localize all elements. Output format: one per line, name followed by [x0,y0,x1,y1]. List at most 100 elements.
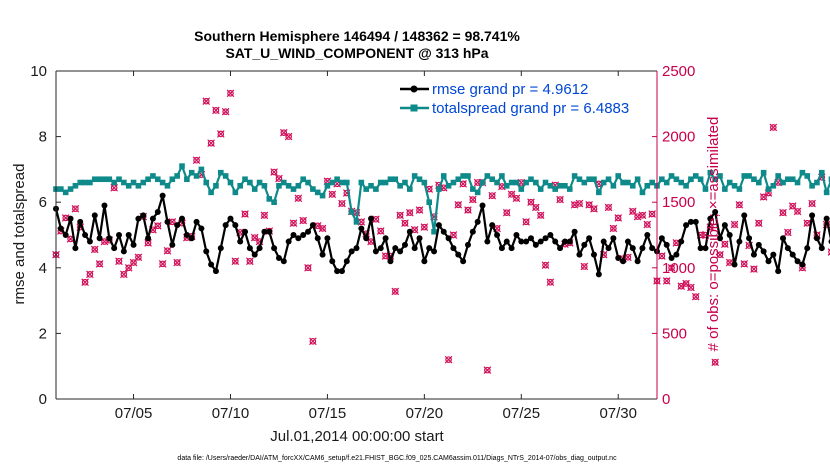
rmse-point [401,241,408,248]
totalspread-point [353,219,360,225]
rmse-point [271,245,278,252]
obs-possible-point [391,288,399,295]
rmse-point [188,235,195,242]
totalspread-point [814,179,820,186]
obs-possible-point [532,204,540,211]
totalspread-point [668,173,675,179]
rmse-point [658,235,665,242]
rmse-point [101,202,108,209]
rmse-point [314,235,321,242]
totalspread-point [600,179,607,186]
totalspread-point [794,179,801,186]
obs-possible-point [246,257,254,265]
totalspread-point [266,196,273,202]
rmse-point [154,209,161,216]
obs-possible-point [280,129,288,136]
rmse-point [280,258,287,265]
obs-possible-point [251,234,259,241]
obs-possible-point [736,201,743,209]
rmse-point [794,258,801,265]
rmse-point [237,238,244,245]
totalspread-point [140,179,147,186]
obs-possible-point [295,194,302,202]
rmse-point [338,268,345,275]
totalspread-point [542,179,549,186]
totalspread-point [828,176,830,183]
obs-possible-point [668,264,675,272]
y-tick-label-left: 4 [39,260,47,277]
totalspread-point [421,179,428,186]
rmse-point [809,212,816,219]
totalspread-point [533,179,539,186]
totalspread-point [169,176,176,183]
totalspread-point [130,179,137,186]
rmse-point [348,248,355,255]
rmse-point [309,222,316,229]
obs-assimilated-point [294,194,303,203]
totalspread-point [116,176,122,183]
totalspread-point [823,189,830,196]
obs-assimilated-point [153,221,162,230]
rmse-point [634,258,641,265]
totalspread-point [271,199,277,205]
obs-possible-point [202,97,210,105]
rmse-point [668,254,675,261]
totalspread-point [639,189,646,196]
rmse-point [329,258,336,265]
obs-possible-point [285,133,292,140]
obs-possible-point [614,214,622,222]
rmse-point [460,258,467,265]
rmse-point [784,245,791,252]
totalspread-point [184,176,190,183]
obs-assimilated-point [372,215,380,224]
rmse-point [581,241,588,248]
legend-rmse-marker [410,85,418,93]
totalspread-point [659,176,665,183]
totalspread-point [615,173,622,179]
totalspread-point [319,192,326,199]
totalspread-point [455,176,462,183]
y-axis-label-right: # of obs: o=possible; ×=assimilated [705,117,722,352]
x-tick-label: 07/25 [503,405,541,422]
rmse-point [561,238,568,245]
rmse-point [300,232,307,238]
totalspread-point [523,179,529,186]
totalspread-point [649,179,655,186]
obs-assimilated-point [231,257,240,266]
totalspread-point [242,176,248,183]
obs-possible-point [115,257,123,265]
totalspread-point [780,179,786,186]
rmse-point [232,222,239,229]
totalspread-point [436,186,442,192]
totalspread-point [344,179,350,186]
rmse-point [503,238,510,245]
totalspread-point [746,173,752,179]
obs-assimilated-point [415,206,424,214]
obs-assimilated-point [313,221,322,230]
totalspread-point [135,183,142,189]
totalspread-point [377,179,384,186]
obs-assimilated-point [221,107,230,116]
rmse-point [726,232,733,238]
obs-possible-point [556,196,564,203]
obs-assimilated-point [90,245,99,254]
obs-assimilated-point [318,224,327,233]
rmse-point [576,251,583,258]
obs-possible-point [445,356,452,363]
obs-assimilated-point [115,257,123,266]
rmse-point [334,268,341,275]
rmse-point [86,238,93,245]
obs-possible-point [464,206,472,214]
totalspread-point [213,183,219,189]
rmse-point [305,228,312,235]
obs-possible-point [731,221,738,228]
obs-assimilated-point [396,211,404,220]
totalspread-point [407,186,413,192]
totalspread-point [314,189,321,196]
totalspread-point [460,173,466,179]
rmse-point [77,218,84,225]
obs-possible-point [658,252,666,260]
obs-possible-point [377,227,385,235]
rmse-point [741,212,748,219]
obs-possible-point [241,210,249,218]
